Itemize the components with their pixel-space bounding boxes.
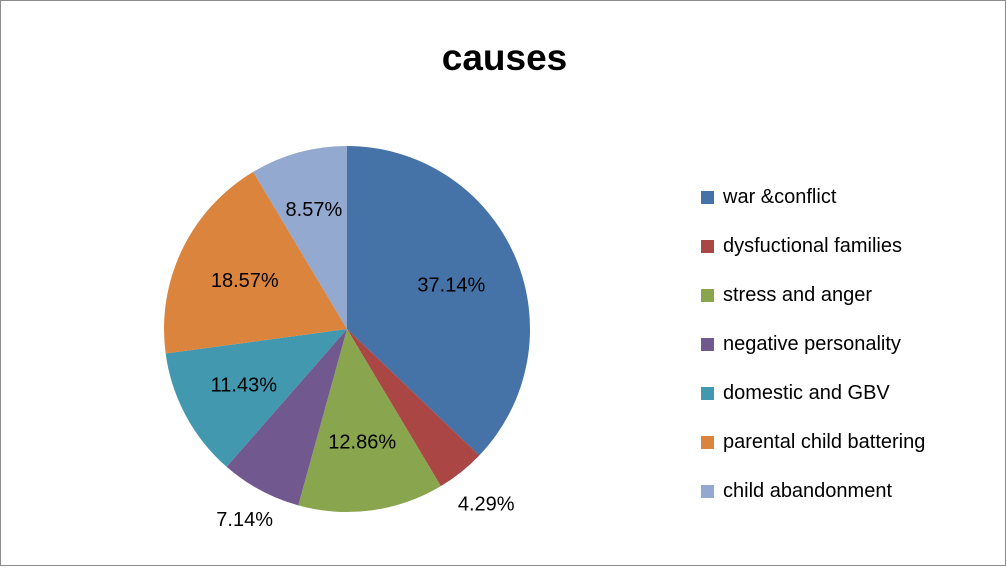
slice-data-label: 8.57%	[286, 199, 343, 221]
pie-slice	[163, 171, 347, 354]
legend-swatch	[701, 387, 714, 400]
pie-slice	[226, 329, 347, 506]
legend-label: parental child battering	[723, 431, 926, 453]
slice-data-label: 7.14%	[216, 509, 273, 531]
legend-item: war &conflict	[701, 173, 925, 222]
legend-swatch	[701, 338, 714, 351]
chart-title: causes	[441, 37, 568, 78]
legend-label: child abandonment	[723, 480, 893, 502]
slice-data-label: 11.43%	[211, 374, 278, 396]
legend: war &conflict dysfuctional families stress…	[701, 173, 925, 516]
slice-data-label: 4.29%	[458, 494, 515, 516]
legend-item: stress and anger	[701, 271, 925, 320]
legend-label: stress and anger	[723, 284, 872, 306]
legend-item: parental child battering	[701, 418, 925, 467]
legend-item: domestic and GBV	[701, 369, 925, 418]
legend-item: dysfuctional families	[701, 222, 925, 271]
legend-label: war &conflict	[723, 186, 837, 208]
legend-label: domestic and GBV	[723, 382, 890, 404]
legend-label: dysfuctional families	[723, 235, 902, 257]
pie-slice	[298, 329, 441, 512]
pie-slice	[347, 329, 480, 487]
slice-data-label: 37.14%	[417, 274, 485, 296]
legend-swatch	[701, 191, 714, 204]
legend-label: negative personality	[723, 333, 901, 355]
pie-slice	[253, 146, 347, 329]
slice-data-label: 12.86%	[328, 431, 396, 453]
legend-item: child abandonment	[701, 467, 925, 516]
legend-swatch	[701, 485, 714, 498]
legend-swatch	[701, 240, 714, 253]
legend-item: negative personality	[701, 320, 925, 369]
pie-slice	[165, 329, 347, 467]
legend-swatch	[701, 436, 714, 449]
legend-swatch	[701, 289, 714, 302]
pie-slice	[347, 146, 530, 456]
slice-data-label: 18.57%	[211, 270, 279, 292]
